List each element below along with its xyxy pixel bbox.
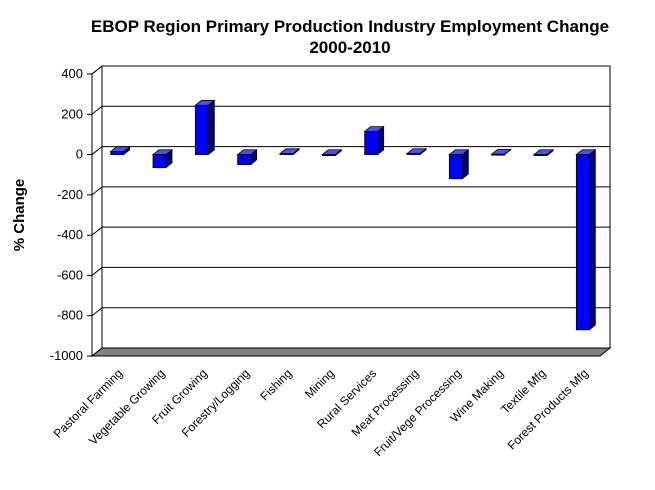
bar: [321, 148, 343, 157]
bar-top: [321, 149, 343, 155]
bar-front: [364, 131, 379, 155]
bar: [109, 145, 131, 156]
bar-front: [194, 104, 209, 155]
bar-top: [109, 146, 131, 152]
bar-top: [236, 149, 258, 155]
bar-top: [151, 149, 174, 155]
gridline: [91, 65, 610, 75]
bar-front: [152, 154, 167, 169]
y-axis-ticks: 400 200 0 -200 -400 -600 -800 -1000: [50, 66, 92, 363]
gridline: [91, 186, 610, 196]
y-tick-label: -200: [57, 187, 83, 202]
bar-top: [194, 100, 216, 106]
y-tick-label: 0: [76, 147, 83, 162]
x-tick-label: Mining: [302, 366, 337, 401]
floor: [90, 347, 612, 357]
gridline: [91, 266, 610, 276]
grid-lines: [91, 65, 610, 317]
y-tick-label: -400: [57, 227, 83, 242]
y-tick-label: 400: [61, 66, 83, 81]
bar: [532, 148, 555, 157]
bar-side: [588, 148, 596, 331]
side-wall: [91, 64, 103, 358]
chart-title: EBOP Region Primary Production Industry …: [91, 17, 609, 36]
bar: [194, 99, 216, 156]
plot-frame: [90, 64, 612, 358]
bars: [109, 99, 597, 331]
bar-front: [448, 154, 463, 180]
x-tick-label: Fishing: [257, 366, 294, 403]
bar: [490, 148, 512, 156]
gridline: [91, 105, 610, 115]
gridline: [91, 146, 610, 155]
bar-top: [363, 126, 385, 132]
bar: [405, 147, 428, 156]
bar-top: [532, 149, 555, 155]
bar: [236, 148, 258, 166]
y-axis-label: % Change: [11, 179, 28, 252]
back-wall: [101, 65, 611, 349]
x-tick-label: Vegetable Growing: [86, 366, 168, 448]
bar-side: [207, 99, 215, 156]
bar: [278, 147, 301, 156]
bar-front: [575, 154, 590, 331]
bar-top: [575, 149, 597, 155]
y-tick-label: -1000: [50, 348, 83, 363]
bar: [575, 148, 597, 331]
bar: [151, 148, 174, 169]
gridline: [91, 307, 610, 317]
x-tick-label: Forest Products Mfg: [505, 366, 591, 452]
bar-top: [278, 148, 301, 154]
bar-top: [405, 148, 428, 154]
chart-subtitle: 2000-2010: [309, 38, 390, 57]
bar-front: [110, 151, 125, 155]
y-tick-label: 200: [61, 106, 83, 121]
bar: [363, 125, 385, 156]
bar-top: [490, 148, 512, 155]
y-tick-label: -600: [57, 267, 83, 282]
y-tick-label: -800: [57, 308, 83, 323]
bar-front: [237, 154, 252, 166]
bar: [448, 148, 470, 180]
gridline: [91, 226, 610, 236]
bar-top: [448, 149, 470, 155]
